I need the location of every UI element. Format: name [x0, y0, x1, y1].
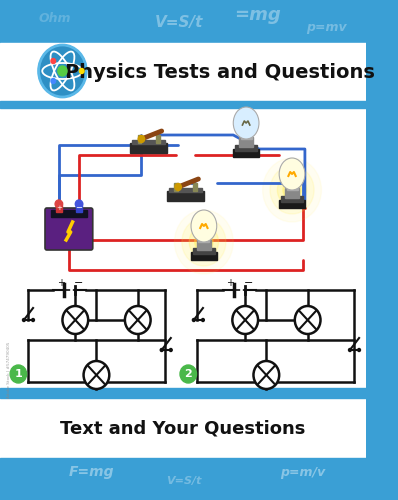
Text: Physics Tests and Questions: Physics Tests and Questions [66, 62, 375, 82]
Bar [279, 200, 305, 208]
Circle shape [174, 210, 233, 274]
Bar [235, 145, 257, 151]
Circle shape [62, 306, 88, 334]
Bar [167, 191, 204, 201]
Text: p=m/v: p=m/v [281, 466, 326, 479]
Circle shape [51, 58, 56, 64]
Circle shape [277, 174, 307, 206]
Circle shape [39, 45, 86, 97]
Text: p=mv: p=mv [306, 22, 346, 35]
Bar [0, 398, 365, 458]
Circle shape [58, 66, 67, 76]
Bar [233, 149, 259, 157]
Circle shape [170, 348, 172, 352]
Text: 2: 2 [184, 369, 192, 379]
Bar [132, 140, 165, 144]
Bar [285, 188, 299, 198]
Bar [193, 183, 197, 191]
Circle shape [254, 361, 279, 389]
Circle shape [55, 200, 62, 208]
Circle shape [160, 348, 163, 352]
Circle shape [80, 68, 84, 73]
Circle shape [51, 78, 56, 84]
Circle shape [283, 180, 301, 200]
Bar [138, 135, 141, 143]
Bar [193, 248, 215, 254]
Bar [174, 183, 178, 191]
Bar [241, 133, 252, 139]
Bar [0, 108, 365, 390]
Text: V=S/t: V=S/t [155, 14, 203, 30]
Bar [156, 135, 160, 143]
Text: +: + [57, 278, 64, 288]
Bar [281, 196, 303, 202]
Circle shape [349, 348, 351, 352]
Bar [0, 43, 365, 101]
Bar [0, 388, 365, 398]
Bar [76, 202, 82, 212]
Text: Adobe Stock | #574790405: Adobe Stock | #574790405 [6, 342, 10, 398]
Bar [0, 458, 365, 500]
Text: −: − [74, 278, 84, 288]
Circle shape [263, 158, 322, 222]
Circle shape [201, 318, 204, 322]
Text: Ohm: Ohm [39, 12, 71, 24]
Ellipse shape [279, 158, 305, 190]
Text: +: + [226, 278, 234, 288]
Bar [169, 188, 202, 192]
Text: =mg: =mg [234, 6, 281, 24]
Ellipse shape [191, 210, 217, 242]
Circle shape [138, 136, 144, 142]
Text: V=S/t: V=S/t [166, 476, 201, 486]
Bar [198, 236, 209, 242]
Text: F=mg: F=mg [69, 465, 115, 479]
Bar [51, 210, 87, 217]
Text: +: + [56, 205, 62, 211]
Bar [239, 137, 254, 147]
Circle shape [84, 361, 109, 389]
Bar [131, 143, 167, 153]
Text: Text and Your Questions: Text and Your Questions [60, 419, 305, 437]
Circle shape [295, 306, 320, 334]
Circle shape [125, 306, 150, 334]
Bar [56, 202, 62, 212]
Circle shape [270, 166, 314, 214]
Bar [0, 101, 365, 108]
Ellipse shape [233, 107, 259, 139]
Circle shape [10, 365, 27, 383]
Circle shape [175, 184, 181, 190]
Text: −: − [244, 278, 254, 288]
Circle shape [75, 200, 83, 208]
Circle shape [358, 348, 361, 352]
Circle shape [182, 218, 226, 266]
Text: −: − [76, 203, 82, 212]
Bar [191, 252, 217, 260]
Circle shape [232, 306, 258, 334]
Bar [287, 184, 298, 190]
Circle shape [32, 318, 35, 322]
Circle shape [195, 232, 213, 252]
Circle shape [23, 318, 25, 322]
Text: 1: 1 [14, 369, 22, 379]
Bar [197, 240, 211, 250]
Circle shape [192, 318, 195, 322]
Circle shape [180, 365, 197, 383]
FancyBboxPatch shape [45, 208, 93, 250]
Circle shape [189, 226, 219, 258]
